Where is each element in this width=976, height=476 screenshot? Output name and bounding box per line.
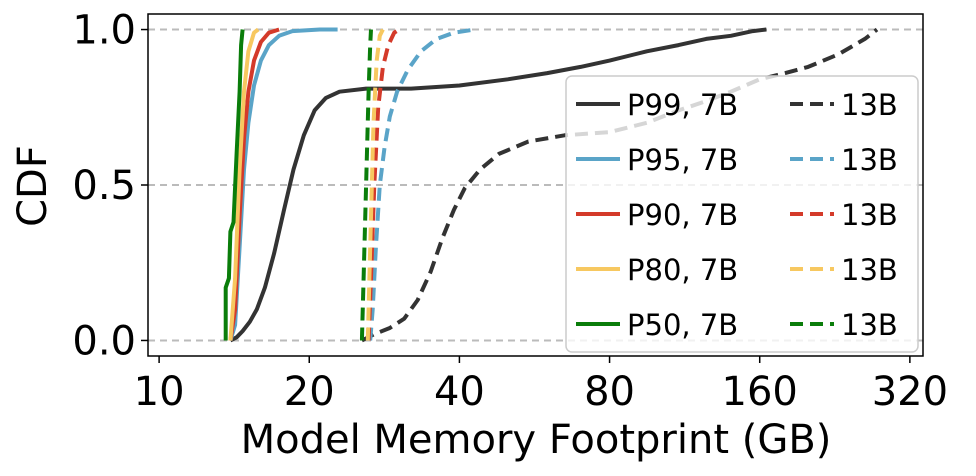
x-axis: 10 20 40 80 160 320 [134, 356, 948, 415]
y-tick-label: 0.0 [72, 318, 136, 364]
series-line-p50-7b [223, 29, 245, 341]
y-tick-label: 0.5 [72, 163, 136, 209]
legend-label-solid: P99, 7B [627, 88, 738, 122]
series-line-p99-7b [229, 27, 767, 343]
series-line-p80-7b [228, 27, 260, 341]
x-tick-label: 160 [722, 369, 798, 415]
x-tick-label: 320 [872, 369, 948, 415]
series-line-p80-13b [365, 28, 385, 341]
x-tick-label: 40 [434, 369, 485, 415]
series-line-p99-13b [360, 27, 879, 343]
legend-label-solid: P90, 7B [627, 198, 738, 232]
plot-lines [223, 27, 879, 343]
legend-label-dashed: 13B [841, 88, 898, 122]
series-line-p50-13b [359, 29, 373, 341]
legend-label-dashed: 13B [841, 253, 898, 287]
y-axis-label: CDF [10, 145, 56, 227]
x-tick-label: 80 [584, 369, 635, 415]
series-line-p95-13b [368, 27, 476, 341]
legend: P99, 7B 13B P95, 7B 13B P90, 7B 13B P80, 7B 13B… [565, 75, 919, 353]
x-tick-label: 20 [284, 369, 335, 415]
legend-label-dashed: 13B [841, 308, 898, 342]
grid-lines [148, 28, 923, 342]
series-line-p90-13b [366, 27, 401, 341]
legend-box [565, 75, 919, 353]
x-axis-label: Model Memory Footprint (GB) [241, 417, 832, 463]
legend-label-solid: P50, 7B [627, 308, 738, 342]
legend-label-solid: P95, 7B [627, 143, 738, 177]
x-tick-label: 10 [134, 369, 185, 415]
y-axis: 0.0 0.5 1.0 [72, 8, 148, 364]
legend-label-solid: P80, 7B [627, 253, 738, 287]
y-tick-label: 1.0 [72, 8, 136, 54]
legend-label-dashed: 13B [841, 143, 898, 177]
legend-label-dashed: 13B [841, 198, 898, 232]
